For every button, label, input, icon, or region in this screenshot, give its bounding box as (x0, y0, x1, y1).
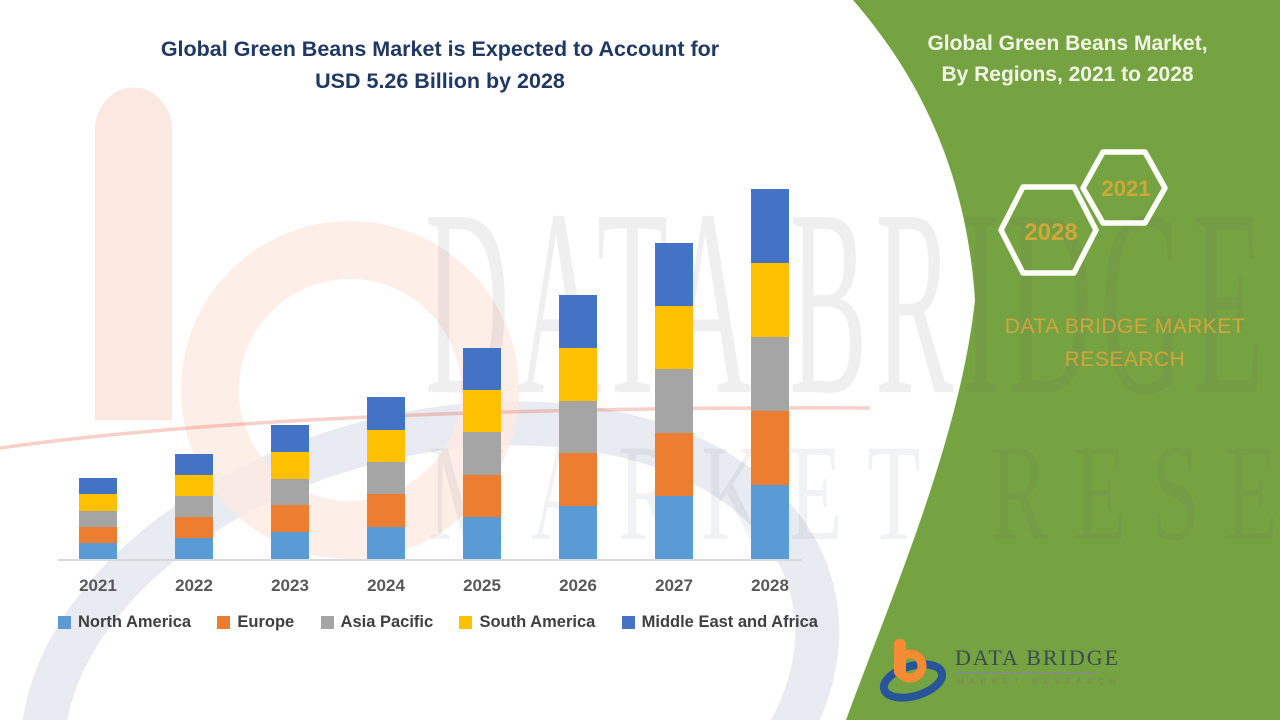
x-axis-label-2026: 2026 (559, 576, 597, 595)
bar-segment-europe (751, 411, 789, 486)
hexagon-2021-label: 2021 (1101, 176, 1151, 201)
bar-segment-south-america (79, 494, 117, 511)
bar-segment-north-america (79, 542, 117, 559)
bar-segment-north-america (655, 495, 693, 560)
bar-segment-north-america (175, 537, 213, 559)
bar-segment-middle-east-and-africa (751, 189, 789, 264)
bar-segment-asia-pacific (367, 461, 405, 495)
green-panel-polygon (846, 0, 1280, 720)
logo-swoosh-icon (879, 660, 947, 702)
bar-2024 (367, 397, 405, 559)
chart-title-line1: Global Green Beans Market is Expected to… (160, 37, 720, 61)
footer-logo-tagline: MARKET RESEARCH (957, 677, 1121, 686)
bar-segment-asia-pacific (655, 369, 693, 433)
x-axis-label-2028: 2028 (751, 576, 789, 595)
bar-2025 (463, 348, 501, 559)
legend-item-asia-pacific: Asia Pacific (320, 613, 434, 632)
bar-segment-asia-pacific (463, 432, 501, 475)
bar-2028 (751, 189, 789, 559)
legend-label: Europe (237, 613, 295, 631)
legend-swatch-icon (58, 616, 71, 629)
legend-label: Middle East and Africa (641, 613, 818, 631)
bar-segment-north-america (463, 516, 501, 559)
x-axis-label-2027: 2027 (655, 576, 693, 595)
legend-item-north-america: North America (58, 613, 191, 632)
bar-segment-asia-pacific (751, 337, 789, 412)
bar-segment-europe (271, 505, 309, 533)
bar-2022 (175, 453, 213, 559)
chart-legend: North America Europe Asia Pacific South Ame… (58, 613, 818, 632)
bar-segment-north-america (751, 485, 789, 559)
legend-label: Asia Pacific (340, 613, 434, 631)
footer-logo-brand: DATA BRIDGE (955, 645, 1121, 670)
bar-segment-asia-pacific (559, 400, 597, 454)
x-axis-line (58, 559, 802, 561)
bar-segment-south-america (655, 305, 693, 370)
bar-segment-north-america (367, 526, 405, 559)
bar-segment-south-america (271, 452, 309, 479)
bar-segment-europe (367, 494, 405, 527)
legend-swatch-icon (320, 616, 334, 629)
brand-text-line2: RESEARCH (1064, 348, 1186, 371)
bar-segment-middle-east-and-africa (367, 397, 405, 430)
bar-2027 (655, 242, 693, 560)
bar-segment-asia-pacific (271, 478, 309, 506)
bar-segment-south-america (751, 263, 789, 338)
x-axis-label-2021: 2021 (79, 576, 117, 595)
side-panel-title-line1: Global Green Beans Market, (927, 32, 1208, 55)
legend-swatch-icon (621, 616, 635, 629)
legend-item-middle-east-and-africa: Middle East and Africa (621, 613, 818, 632)
hexagon-2021-outline (1080, 149, 1168, 226)
legend-label: North America (78, 613, 192, 631)
legend-swatch-icon (459, 616, 473, 629)
logo-b-bowl-icon (893, 649, 927, 683)
side-panel-brand-text: DATA BRIDGE MARKET RESEARCH (955, 310, 1280, 376)
bar-segment-south-america (463, 390, 501, 433)
data-bridge-logo-icon (879, 639, 947, 702)
hexagon-2028-outline (998, 184, 1099, 276)
legend-swatch-icon (217, 616, 231, 629)
bar-segment-middle-east-and-africa (175, 453, 213, 475)
footer-logo-underline (955, 672, 1097, 674)
bar-segment-middle-east-and-africa (655, 242, 693, 306)
bar-segment-north-america (559, 506, 597, 559)
x-axis-label-2022: 2022 (175, 576, 213, 595)
bar-segment-asia-pacific (175, 495, 213, 517)
bar-segment-middle-east-and-africa (271, 425, 309, 453)
bar-2026 (559, 295, 597, 559)
bar-segment-europe (655, 432, 693, 496)
bar-segment-europe (175, 516, 213, 538)
hexagon-2028-label: 2028 (1024, 219, 1078, 246)
bar-2023 (271, 425, 309, 559)
bar-segment-europe (463, 474, 501, 517)
bar-segment-north-america (271, 532, 309, 559)
bar-segment-south-america (367, 429, 405, 462)
bar-segment-asia-pacific (79, 510, 117, 527)
side-panel-title-line2: By Regions, 2021 to 2028 (941, 63, 1194, 86)
x-axis-label-2025: 2025 (463, 576, 501, 595)
x-axis-label-2023: 2023 (271, 576, 309, 595)
bar-segment-europe (559, 453, 597, 507)
legend-item-europe: Europe (217, 613, 294, 632)
legend-label: South America (479, 613, 596, 631)
swoosh-ring-watermark (20, 401, 840, 720)
bar-segment-south-america (175, 474, 213, 496)
x-axis-label-2024: 2024 (367, 576, 405, 595)
chart-title: Global Green Beans Market is Expected to… (75, 33, 805, 97)
brand-text-line1: DATA BRIDGE MARKET (1004, 315, 1246, 338)
bar-segment-middle-east-and-africa (559, 295, 597, 349)
legend-item-south-america: South America (459, 613, 595, 632)
side-panel-title: Global Green Beans Market, By Regions, 2… (880, 28, 1255, 90)
bar-segment-middle-east-and-africa (463, 348, 501, 391)
bar-segment-middle-east-and-africa (79, 478, 117, 495)
chart-title-line2: USD 5.26 Billion by 2028 (315, 69, 565, 93)
bar-segment-south-america (559, 348, 597, 401)
bar-segment-europe (79, 526, 117, 543)
bar-2021 (79, 478, 117, 559)
